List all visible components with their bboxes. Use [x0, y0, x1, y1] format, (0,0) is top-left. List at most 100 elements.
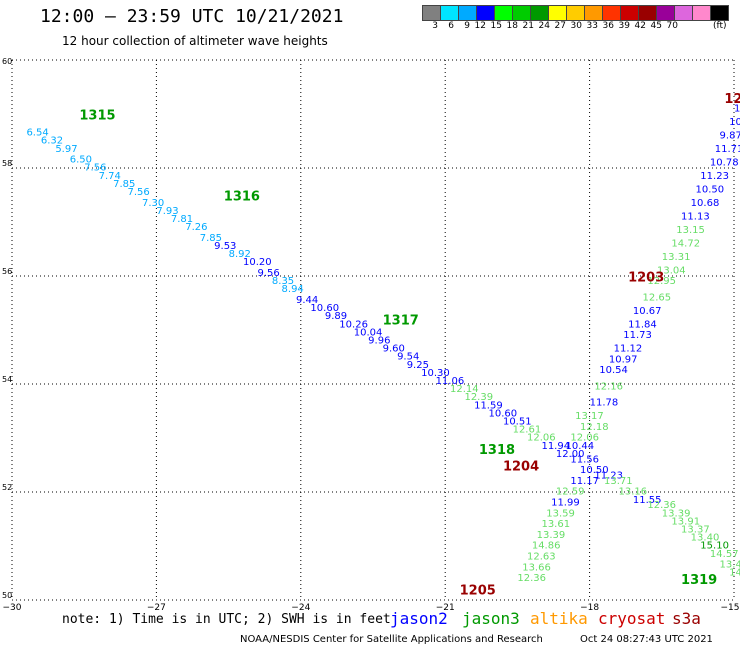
swh-value-label: 14.32 [729, 568, 740, 579]
swh-value-label: 9.44 [296, 295, 318, 306]
swh-value-label: 11.71 [715, 144, 740, 155]
swh-value-label: 12.95 [647, 276, 676, 287]
swh-value-label: 10.04 [354, 327, 383, 338]
legend-cryosat: cryosat [598, 609, 666, 628]
color-scale-labels: 3 6 9 12 15 18 21 24 27 30 33 36 39 42 45 70 [422, 21, 678, 31]
x-tick-label: −24 [291, 603, 310, 613]
swh-value-label: 9.96 [368, 336, 390, 347]
swh-value-label: 11.78 [590, 398, 619, 409]
swh-value-label: 10.54 [599, 365, 628, 376]
swh-value-label: 11.99 [551, 498, 580, 509]
swh-value-label: 10.50 [580, 465, 609, 476]
map-subtitle: 12 hour collection of altimeter wave hei… [62, 34, 328, 48]
swh-value-label: 9.54 [397, 352, 419, 363]
swh-value-label: 10.60 [310, 303, 339, 314]
swh-value-label: 8.92 [229, 249, 251, 260]
swh-value-label: 11.23 [700, 171, 729, 182]
swh-value-label: 9.25 [407, 360, 429, 371]
color-scale-bar [422, 5, 729, 21]
swh-value-label: 10.20 [243, 257, 272, 268]
swh-value-label: 13.91 [671, 516, 700, 527]
swh-value-label: 14.86 [532, 541, 561, 552]
x-tick-label: −30 [3, 603, 22, 613]
pass-id-label: 1203 [628, 270, 664, 285]
swh-value-label: 12.76 [739, 576, 740, 587]
pass-id-label: 1319 [681, 573, 717, 588]
color-scale-label: 18 [506, 21, 518, 31]
swh-value-label: 13.37 [681, 525, 710, 536]
swh-value-label: 10.67 [633, 306, 662, 317]
color-scale-label: 24 [538, 21, 550, 31]
swh-value-label: 11.59 [474, 400, 503, 411]
swh-value-label: 11.13 [681, 211, 710, 222]
swh-value-label: 7.56 [84, 163, 106, 174]
color-scale-label: 15 [490, 21, 502, 31]
swh-value-label: 8.35 [272, 276, 294, 287]
color-scale-label: 27 [554, 21, 566, 31]
y-tick-label: 56 [2, 267, 12, 276]
footer-timestamp: Oct 24 08:27:43 UTC 2021 [580, 634, 713, 645]
swh-value-label: 9.60 [383, 344, 405, 355]
legend-s3a: s3a [672, 609, 701, 628]
color-scale-label: 33 [586, 21, 598, 31]
color-scale-cell [710, 5, 729, 21]
swh-value-label: 11.94 [541, 441, 570, 452]
swh-value-label: 13.49 [720, 560, 740, 571]
pass-id-label: 1205 [460, 584, 496, 599]
note-text: note: 1) Time is in UTC; 2) SWH is in fe… [62, 612, 391, 627]
swh-value-label: 10.60 [489, 408, 518, 419]
swh-value-label: 12.59 [556, 487, 585, 498]
swh-value-label: 13.59 [546, 508, 575, 519]
swh-value-label: 10.37 [729, 117, 740, 128]
color-scale-label: 39 [618, 21, 630, 31]
x-tick-label: −18 [580, 603, 599, 613]
swh-value-label: 7.81 [171, 214, 193, 225]
swh-value-label: 12.18 [580, 422, 609, 433]
swh-value-label: 7.56 [128, 187, 150, 198]
swh-value-label: 10.51 [503, 417, 532, 428]
swh-value-label: 7.85 [113, 179, 135, 190]
swh-value-label: 5.97 [55, 144, 77, 155]
color-scale-label: 3 [432, 21, 438, 31]
swh-value-label: 13.39 [662, 508, 691, 519]
swh-value-label: 12.36 [647, 500, 676, 511]
swh-value-label: 7.26 [185, 222, 207, 233]
color-scale-label: 42 [634, 21, 646, 31]
color-scale-label: 36 [602, 21, 614, 31]
swh-value-label: 12.06 [570, 433, 599, 444]
swh-value-label: 12.14 [450, 384, 479, 395]
pass-id-label: 1315 [79, 108, 115, 123]
swh-value-label: 13.15 [676, 225, 705, 236]
swh-value-label: 13.17 [575, 411, 604, 422]
map-title: 12:00 — 23:59 UTC 10/21/2021 [40, 6, 344, 27]
pass-id-label: 12 [724, 92, 740, 107]
swh-value-label: 10.97 [609, 354, 638, 365]
swh-value-label: 13.71 [604, 476, 633, 487]
pass-id-label: 1316 [224, 189, 260, 204]
swh-value-label: 12.36 [517, 573, 546, 584]
swh-value-label: 13.40 [691, 533, 720, 544]
x-tick-label: −15 [721, 603, 740, 613]
swh-value-label: 12.61 [513, 425, 542, 436]
color-scale-label: 21 [522, 21, 534, 31]
swh-value-label: 11.84 [628, 319, 657, 330]
color-scale-label: 6 [448, 21, 454, 31]
swh-value-label: 14.57 [710, 549, 739, 560]
swh-value-label: 6.32 [41, 136, 63, 147]
swh-value-label: 7.74 [99, 171, 121, 182]
swh-value-label: 11.17 [570, 476, 599, 487]
swh-value-label: 9.89 [325, 311, 347, 322]
swh-value-label: 7.85 [200, 233, 222, 244]
swh-value-label: 10.78 [710, 157, 739, 168]
y-tick-label: 50 [2, 591, 12, 600]
swh-value-label: 15.10 [700, 541, 729, 552]
pass-id-label: 1318 [479, 443, 515, 458]
color-scale-unit: (ft) [713, 21, 727, 31]
swh-value-label: 7.93 [156, 206, 178, 217]
swh-value-label: 6.50 [70, 155, 92, 166]
x-tick-label: −27 [147, 603, 166, 613]
swh-value-label: 11.06 [436, 376, 465, 387]
swh-value-label: 10.44 [566, 441, 595, 452]
color-scale-label: 45 [650, 21, 662, 31]
color-scale-label: 70 [666, 21, 678, 31]
